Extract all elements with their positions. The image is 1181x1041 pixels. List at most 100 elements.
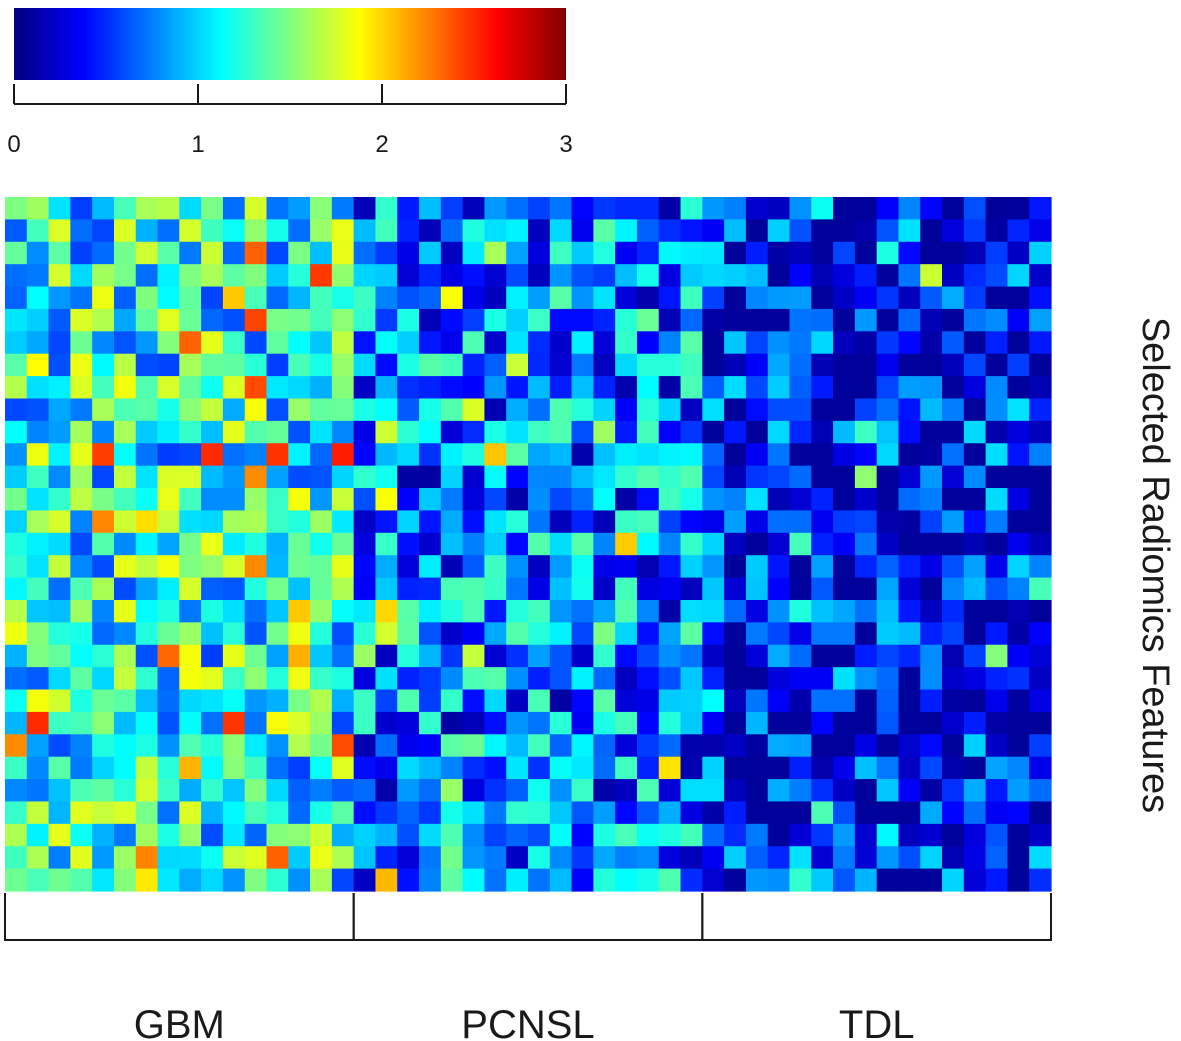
heatmap-cell bbox=[462, 488, 486, 512]
heatmap-cell bbox=[1029, 689, 1052, 713]
heatmap-cell bbox=[310, 689, 333, 713]
heatmap-cell bbox=[179, 667, 202, 691]
heatmap-cell bbox=[636, 644, 660, 668]
heatmap-cell bbox=[113, 667, 137, 691]
heatmap-cell bbox=[876, 689, 900, 713]
heatmap-cell bbox=[397, 286, 420, 310]
heatmap-cell bbox=[201, 868, 224, 892]
heatmap-cell bbox=[310, 376, 333, 400]
heatmap-cell bbox=[963, 779, 987, 803]
heatmap-cell bbox=[549, 555, 573, 579]
heatmap-cell bbox=[375, 689, 398, 713]
heatmap-cell bbox=[1029, 868, 1052, 892]
heatmap-cell bbox=[789, 443, 812, 467]
heatmap-cell bbox=[419, 219, 442, 243]
heatmap-cell bbox=[615, 488, 638, 512]
heatmap-cell bbox=[789, 734, 812, 758]
heatmap-cell bbox=[70, 264, 93, 288]
heatmap-cell bbox=[5, 443, 28, 467]
heatmap-cell bbox=[876, 465, 900, 489]
heatmap-cell bbox=[702, 219, 725, 243]
heatmap-cell bbox=[331, 622, 355, 646]
heatmap-cell bbox=[92, 331, 115, 355]
heatmap-cell bbox=[702, 353, 725, 377]
heatmap-cell bbox=[157, 241, 180, 265]
heatmap-cell bbox=[745, 443, 769, 467]
heatmap-cell bbox=[288, 756, 311, 780]
heatmap-cell bbox=[898, 241, 921, 265]
heatmap-cell bbox=[636, 532, 660, 556]
heatmap-cell bbox=[745, 756, 769, 780]
heatmap-cell bbox=[811, 846, 834, 870]
heatmap-cell bbox=[593, 711, 616, 735]
heatmap-cell bbox=[1007, 353, 1030, 377]
heatmap-cell bbox=[833, 734, 856, 758]
heatmap-cell bbox=[310, 644, 333, 668]
heatmap-cell bbox=[484, 219, 507, 243]
heatmap-cell bbox=[266, 689, 289, 713]
heatmap-cell bbox=[593, 219, 616, 243]
heatmap-cell bbox=[767, 711, 791, 735]
heatmap-cell bbox=[484, 577, 507, 601]
heatmap-cell bbox=[440, 711, 464, 735]
heatmap-cell bbox=[353, 398, 377, 422]
heatmap-cell bbox=[92, 577, 115, 601]
heatmap-cell bbox=[5, 308, 28, 332]
heatmap-cell bbox=[680, 644, 703, 668]
heatmap-cell bbox=[1029, 465, 1052, 489]
heatmap-cell bbox=[113, 801, 137, 825]
heatmap-cell bbox=[876, 308, 900, 332]
heatmap-cell bbox=[702, 398, 725, 422]
heatmap-cell bbox=[636, 555, 660, 579]
heatmap-cell bbox=[419, 331, 442, 355]
heatmap-cell bbox=[615, 420, 638, 444]
heatmap-cell bbox=[70, 644, 93, 668]
heatmap-cell bbox=[70, 420, 93, 444]
heatmap-cell bbox=[353, 577, 377, 601]
heatmap-cell bbox=[528, 711, 551, 735]
heatmap-cell bbox=[135, 622, 159, 646]
heatmap-cell bbox=[636, 868, 660, 892]
heatmap-cell bbox=[310, 779, 333, 803]
heatmap-cell bbox=[876, 286, 900, 310]
heatmap-cell bbox=[1029, 197, 1052, 220]
heatmap-cell bbox=[244, 599, 268, 623]
heatmap-cell bbox=[985, 711, 1009, 735]
heatmap-cell bbox=[222, 779, 246, 803]
heatmap-cell bbox=[201, 308, 224, 332]
heatmap-cell bbox=[179, 622, 202, 646]
heatmap-cell bbox=[1029, 622, 1052, 646]
heatmap-cell bbox=[462, 555, 486, 579]
heatmap-cell bbox=[179, 443, 202, 467]
heatmap-cell bbox=[288, 308, 311, 332]
heatmap-cell bbox=[789, 644, 812, 668]
heatmap-cell bbox=[5, 756, 28, 780]
heatmap-cell bbox=[963, 376, 987, 400]
heatmap-cell bbox=[680, 868, 703, 892]
heatmap-cell bbox=[48, 353, 71, 377]
heatmap-cell bbox=[745, 420, 769, 444]
heatmap-cell bbox=[5, 734, 28, 758]
heatmap-cell bbox=[920, 868, 943, 892]
heatmap-cell bbox=[375, 779, 398, 803]
heatmap-cell bbox=[549, 376, 573, 400]
heatmap-cell bbox=[48, 846, 71, 870]
heatmap-cell bbox=[528, 599, 551, 623]
heatmap-cell bbox=[244, 868, 268, 892]
heatmap-cell bbox=[702, 510, 725, 534]
heatmap-cell bbox=[854, 331, 878, 355]
heatmap-cell bbox=[353, 241, 377, 265]
heatmap-cell bbox=[767, 353, 791, 377]
heatmap-cell bbox=[767, 779, 791, 803]
heatmap-cell bbox=[702, 286, 725, 310]
heatmap-cell bbox=[201, 801, 224, 825]
heatmap-cell bbox=[745, 555, 769, 579]
heatmap-cell bbox=[811, 801, 834, 825]
heatmap-cell bbox=[310, 801, 333, 825]
heatmap-cell bbox=[92, 846, 115, 870]
heatmap-cell bbox=[811, 488, 834, 512]
heatmap-cell bbox=[571, 308, 594, 332]
heatmap-cell bbox=[942, 443, 965, 467]
heatmap-cell bbox=[571, 644, 594, 668]
heatmap-cell bbox=[767, 846, 791, 870]
